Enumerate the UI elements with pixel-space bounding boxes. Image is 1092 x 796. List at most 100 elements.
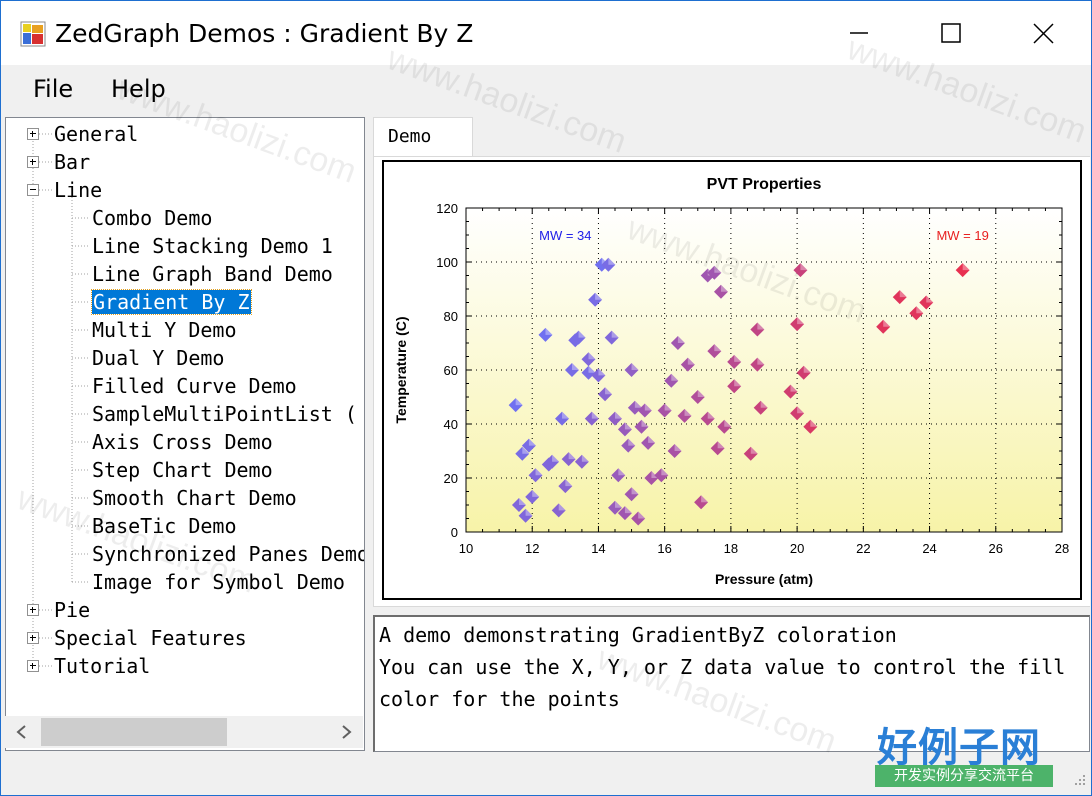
tree-item[interactable]: BaseTic Demo xyxy=(92,512,237,540)
menu-help[interactable]: Help xyxy=(111,75,166,103)
data-point xyxy=(637,403,652,418)
tree-item[interactable]: Gradient By Z xyxy=(91,288,252,316)
data-point xyxy=(608,500,622,515)
expand-icon[interactable] xyxy=(27,604,39,616)
tree-item[interactable]: Step Chart Demo xyxy=(92,456,273,484)
data-point xyxy=(528,468,543,483)
data-point xyxy=(581,365,596,380)
demo-tree[interactable]: General Bar Line Combo Demo Line Stacking De… xyxy=(5,117,365,751)
title-bar[interactable]: ZedGraph Demos : Gradient By Z xyxy=(1,1,1091,65)
data-point xyxy=(551,503,566,518)
data-point xyxy=(584,411,599,426)
collapse-icon[interactable] xyxy=(27,184,39,196)
data-point xyxy=(621,438,636,453)
data-point xyxy=(617,506,632,521)
tree-item[interactable]: General xyxy=(54,120,138,148)
data-point xyxy=(634,419,649,434)
description-line: You can use the X, Y, or Z data value to… xyxy=(379,655,1066,679)
close-button[interactable] xyxy=(997,1,1089,65)
data-point xyxy=(664,373,679,388)
tree-item-label: Synchronized Panes Demo xyxy=(92,542,365,566)
data-point xyxy=(518,508,533,523)
data-point xyxy=(680,357,695,372)
plot-area xyxy=(466,208,1062,532)
tab-page-demo: 10 12 14 16 18 20 22 24 26 28 0 20 40 60 80 100 120 PVT P… xyxy=(373,156,1090,607)
tree-item[interactable]: Line Graph Band Demo xyxy=(92,260,333,288)
data-point xyxy=(677,408,692,423)
expand-icon[interactable] xyxy=(27,156,39,168)
site-logo: 好例子网 xyxy=(877,725,1041,771)
tree-item[interactable]: SampleMultiPointList ( xyxy=(92,400,357,428)
data-point xyxy=(644,471,659,485)
data-point xyxy=(521,438,536,453)
expand-icon[interactable] xyxy=(27,632,39,644)
data-point xyxy=(670,336,685,350)
description-box[interactable]: A demo demonstrating GradientByZ colorat… xyxy=(373,615,1090,752)
tree-item[interactable]: Smooth Chart Demo xyxy=(92,484,297,512)
tree-item-label: Step Chart Demo xyxy=(92,458,273,482)
tree-item-label: Smooth Chart Demo xyxy=(92,486,297,510)
tree-item[interactable]: Bar xyxy=(54,148,90,176)
tree-item[interactable]: Line Stacking Demo 1 xyxy=(92,232,333,260)
data-point xyxy=(571,330,586,345)
data-point xyxy=(641,435,656,450)
tree-item[interactable]: Line xyxy=(54,176,102,204)
y-tick-label: 20 xyxy=(444,471,458,486)
tree-item[interactable]: Image for Symbol Demo xyxy=(92,568,345,596)
data-point xyxy=(707,344,722,359)
expand-icon[interactable] xyxy=(27,128,39,140)
tree-item[interactable]: Pie xyxy=(54,596,90,624)
tree-item[interactable]: Axis Cross Demo xyxy=(92,428,273,456)
data-point xyxy=(727,379,742,394)
expand-icon[interactable] xyxy=(27,660,39,672)
data-point xyxy=(538,327,553,342)
data-point xyxy=(588,292,603,307)
data-point xyxy=(657,403,672,418)
tree-item[interactable]: Tutorial xyxy=(54,652,150,680)
x-tick-label: 28 xyxy=(1055,541,1069,556)
data-point xyxy=(631,511,646,526)
tree-item-label: Special Features xyxy=(54,626,247,650)
tree-item[interactable]: Filled Curve Demo xyxy=(92,372,297,400)
menu-file[interactable]: File xyxy=(33,75,74,103)
tree-item[interactable]: Synchronized Panes Demo xyxy=(92,540,365,568)
scroll-left-icon[interactable] xyxy=(15,724,29,740)
minimize-button[interactable] xyxy=(813,1,905,65)
description-line: color for the points xyxy=(379,687,620,711)
maximize-button[interactable] xyxy=(905,1,997,65)
data-point xyxy=(796,365,811,380)
tree-item-label: Filled Curve Demo xyxy=(92,374,297,398)
tab-demo[interactable]: Demo xyxy=(373,117,473,157)
minimize-icon xyxy=(850,32,868,34)
data-point xyxy=(601,257,616,272)
tree-item-label: Pie xyxy=(54,598,91,622)
tree-item[interactable]: Multi Y Demo xyxy=(92,316,237,344)
tree-horizontal-scrollbar[interactable] xyxy=(5,716,363,748)
data-point xyxy=(955,263,970,278)
tree-item-label: SampleMultiPointList ( xyxy=(92,402,357,426)
tree-item[interactable]: Combo Demo xyxy=(92,204,212,232)
data-point xyxy=(627,400,642,415)
data-point xyxy=(790,317,805,332)
x-tick-label: 14 xyxy=(591,541,605,556)
x-tick-label: 10 xyxy=(459,541,473,556)
data-point xyxy=(608,411,622,426)
data-point xyxy=(511,498,526,512)
data-point xyxy=(581,352,596,367)
data-point xyxy=(717,419,732,434)
scrollbar-thumb[interactable] xyxy=(41,718,227,746)
tree-item[interactable]: Dual Y Demo xyxy=(92,344,224,372)
x-tick-label: 24 xyxy=(922,541,936,556)
window-title: ZedGraph Demos : Gradient By Z xyxy=(55,19,474,48)
data-point xyxy=(555,411,570,426)
data-point xyxy=(654,468,669,483)
scroll-right-icon[interactable] xyxy=(339,724,353,740)
tree-item-label: Dual Y Demo xyxy=(92,346,225,370)
data-point xyxy=(558,479,573,494)
pvt-chart[interactable]: 10 12 14 16 18 20 22 24 26 28 0 20 40 60 80 100 120 PVT P… xyxy=(384,162,1080,598)
tree-item[interactable]: Special Features xyxy=(54,624,247,652)
data-point xyxy=(803,419,818,434)
app-icon xyxy=(20,21,46,47)
resize-grip-icon[interactable] xyxy=(1071,773,1087,789)
